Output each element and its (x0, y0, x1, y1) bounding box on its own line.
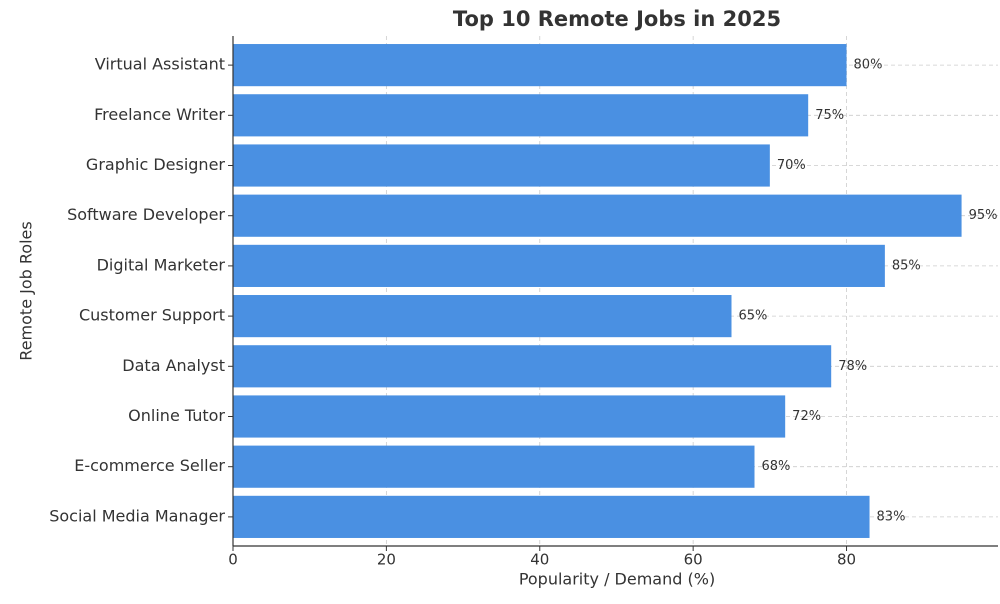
bar (233, 44, 847, 87)
chart-title: Top 10 Remote Jobs in 2025 (453, 7, 781, 31)
y-tick-label: Digital Marketer (97, 255, 226, 274)
x-tick-label: 20 (377, 551, 396, 569)
bar (233, 144, 770, 187)
bar (233, 395, 786, 438)
x-tick-label: 60 (684, 551, 703, 569)
value-label: 72% (792, 409, 821, 424)
bar (233, 94, 809, 137)
value-label: 80% (854, 58, 883, 73)
value-label: 85% (892, 258, 921, 273)
y-tick-label: Graphic Designer (86, 155, 225, 174)
value-label: 65% (738, 309, 767, 324)
value-label: 75% (815, 108, 844, 123)
y-tick-label: Customer Support (79, 306, 225, 325)
bar (233, 345, 832, 388)
value-label: 70% (777, 158, 806, 173)
value-label: 83% (877, 509, 906, 524)
y-tick-label: E-commerce Seller (74, 456, 225, 475)
bar (233, 194, 962, 237)
y-tick-label: Virtual Assistant (95, 55, 225, 74)
y-tick-label: Freelance Writer (94, 105, 225, 124)
bar (233, 445, 755, 488)
x-tick-label: 0 (228, 551, 238, 569)
value-label: 95% (969, 208, 998, 223)
x-tick-label: 80 (837, 551, 856, 569)
y-tick-label: Online Tutor (128, 406, 225, 425)
value-label: 68% (762, 459, 791, 474)
bar (233, 295, 732, 338)
bar (233, 495, 870, 538)
x-axis-label: Popularity / Demand (%) (519, 570, 715, 589)
y-axis-label: Remote Job Roles (17, 221, 36, 360)
y-tick-label: Data Analyst (122, 356, 225, 375)
y-tick-label: Social Media Manager (49, 506, 225, 525)
bar (233, 244, 885, 287)
value-label: 78% (838, 359, 867, 374)
x-tick-label: 40 (530, 551, 549, 569)
y-tick-label: Software Developer (67, 205, 225, 224)
